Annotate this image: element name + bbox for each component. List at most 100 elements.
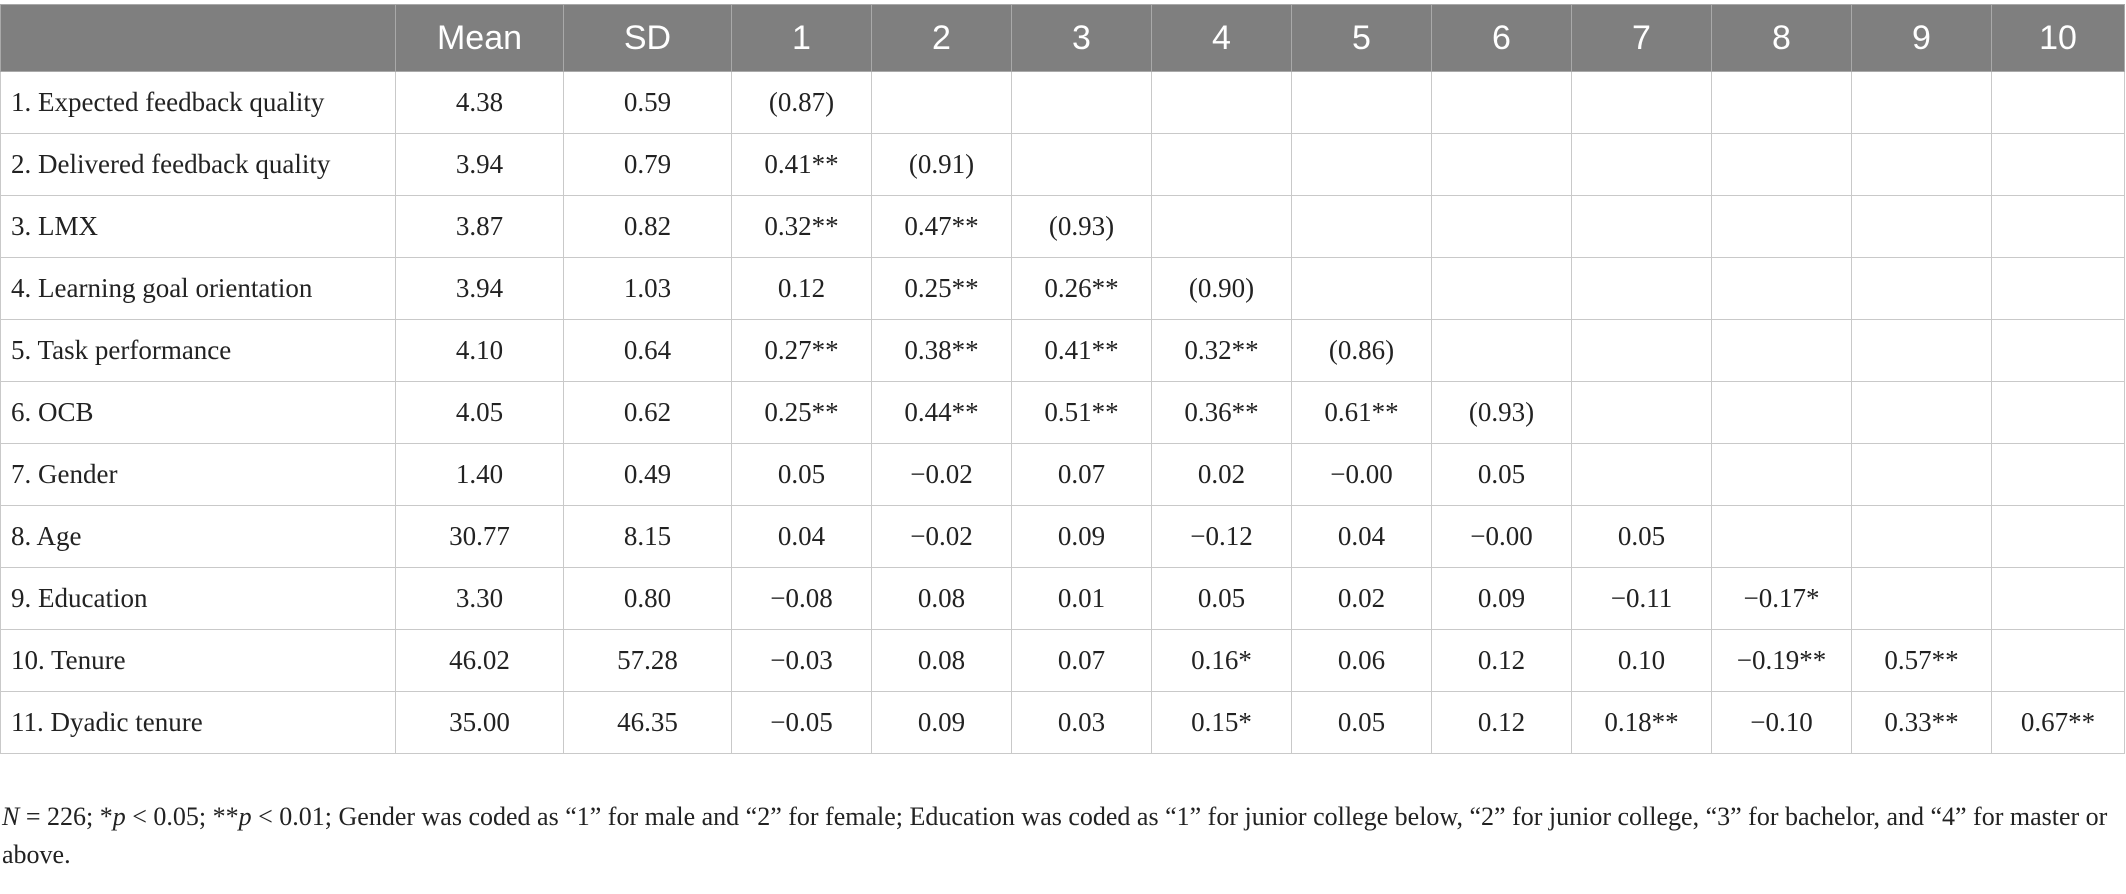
sd-cell: 46.35 — [563, 691, 732, 754]
table-row: 2. Delivered feedback quality 3.94 0.79 0.4… — [0, 133, 2125, 196]
mean-cell: 3.94 — [395, 133, 564, 196]
correlation-cell: 0.51** — [1011, 381, 1152, 444]
mean-cell: 46.02 — [395, 629, 564, 692]
correlation-cell: 0.47** — [871, 195, 1012, 258]
mean-cell: 30.77 — [395, 505, 564, 568]
correlation-cell: 0.61** — [1291, 381, 1432, 444]
header-7: 7 — [1571, 4, 1712, 72]
variable-name: 2. Delivered feedback quality — [0, 133, 396, 196]
correlation-cell — [1851, 319, 1992, 382]
sd-cell: 0.49 — [563, 443, 732, 506]
correlation-cell: 0.12 — [1431, 691, 1572, 754]
correlation-cell — [1851, 567, 1992, 630]
correlation-cell: 0.33** — [1851, 691, 1992, 754]
correlation-cell — [1291, 257, 1432, 320]
correlation-cell — [1571, 319, 1712, 382]
correlation-cell: −0.08 — [731, 567, 872, 630]
correlation-cell — [1431, 133, 1572, 196]
table-row: 8. Age 30.77 8.15 0.04 −0.02 0.09 −0.12 0.04 −0.… — [0, 505, 2125, 568]
correlation-cell: −0.10 — [1711, 691, 1852, 754]
correlation-cell: −0.17* — [1711, 567, 1852, 630]
correlation-cell: 0.06 — [1291, 629, 1432, 692]
mean-cell: 35.00 — [395, 691, 564, 754]
p-label-2: p — [238, 802, 252, 831]
correlation-cell: −0.11 — [1571, 567, 1712, 630]
correlation-cell: 0.03 — [1011, 691, 1152, 754]
table-body: 1. Expected feedback quality 4.38 0.59 (0.8… — [0, 71, 2125, 754]
correlation-cell: 0.38** — [871, 319, 1012, 382]
correlation-cell: (0.86) — [1291, 319, 1432, 382]
table-row: 5. Task performance 4.10 0.64 0.27** 0.38** 0… — [0, 319, 2125, 382]
correlation-cell: 0.04 — [731, 505, 872, 568]
sd-cell: 0.82 — [563, 195, 732, 258]
header-1: 1 — [731, 4, 872, 72]
p-label-1: p — [112, 802, 126, 831]
correlation-cell — [1011, 133, 1152, 196]
correlation-cell: −0.02 — [871, 505, 1012, 568]
variable-name: 10. Tenure — [0, 629, 396, 692]
correlation-cell — [1291, 195, 1432, 258]
correlation-cell — [1991, 319, 2125, 382]
correlation-cell — [1571, 133, 1712, 196]
correlation-cell: 0.08 — [871, 567, 1012, 630]
correlation-cell: 0.05 — [1431, 443, 1572, 506]
sd-cell: 0.64 — [563, 319, 732, 382]
table-row: 6. OCB 4.05 0.62 0.25** 0.44** 0.51** 0.36** 0.… — [0, 381, 2125, 444]
header-5: 5 — [1291, 4, 1432, 72]
correlation-cell: 0.27** — [731, 319, 872, 382]
variable-name: 4. Learning goal orientation — [0, 257, 396, 320]
mean-cell: 4.38 — [395, 71, 564, 134]
coding-note: < 0.01; Gender was coded as “1” for male… — [2, 802, 2108, 869]
sd-cell: 0.62 — [563, 381, 732, 444]
mean-cell: 1.40 — [395, 443, 564, 506]
correlation-cell: (0.87) — [731, 71, 872, 134]
header-9: 9 — [1851, 4, 1992, 72]
header-variable — [0, 4, 396, 72]
sd-cell: 0.59 — [563, 71, 732, 134]
correlation-cell: 0.09 — [1431, 567, 1572, 630]
correlation-cell — [1991, 505, 2125, 568]
correlation-cell — [1571, 71, 1712, 134]
correlation-cell — [1711, 505, 1852, 568]
p-threshold-1: < 0.05; ** — [125, 802, 239, 831]
correlation-cell: 0.09 — [1011, 505, 1152, 568]
correlation-cell: 0.12 — [1431, 629, 1572, 692]
correlation-cell: 0.07 — [1011, 443, 1152, 506]
mean-cell: 3.30 — [395, 567, 564, 630]
correlation-cell: −0.05 — [731, 691, 872, 754]
correlation-cell — [1991, 195, 2125, 258]
correlation-cell — [1711, 319, 1852, 382]
correlation-cell: −0.02 — [871, 443, 1012, 506]
table-row: 1. Expected feedback quality 4.38 0.59 (0.8… — [0, 71, 2125, 134]
correlation-cell — [1991, 257, 2125, 320]
n-value: = 226; * — [19, 802, 113, 831]
correlation-cell: 0.04 — [1291, 505, 1432, 568]
correlation-cell: 0.32** — [731, 195, 872, 258]
correlation-cell — [1851, 505, 1992, 568]
correlation-cell: 0.12 — [731, 257, 872, 320]
correlation-cell — [1991, 443, 2125, 506]
correlation-cell: 0.05 — [1571, 505, 1712, 568]
variable-name: 5. Task performance — [0, 319, 396, 382]
correlation-cell: 0.44** — [871, 381, 1012, 444]
correlation-cell — [871, 71, 1012, 134]
correlation-cell: (0.93) — [1011, 195, 1152, 258]
correlation-cell — [1851, 133, 1992, 196]
mean-cell: 4.05 — [395, 381, 564, 444]
header-mean: Mean — [395, 4, 564, 72]
correlation-cell — [1571, 195, 1712, 258]
sd-cell: 8.15 — [563, 505, 732, 568]
correlation-cell — [1851, 195, 1992, 258]
correlation-cell — [1711, 133, 1852, 196]
correlation-cell — [1151, 71, 1292, 134]
correlation-cell — [1991, 133, 2125, 196]
sd-cell: 1.03 — [563, 257, 732, 320]
correlation-cell: 0.07 — [1011, 629, 1152, 692]
correlation-cell: 0.16* — [1151, 629, 1292, 692]
table-row: 9. Education 3.30 0.80 −0.08 0.08 0.01 0.05 0.0… — [0, 567, 2125, 630]
correlation-cell: 0.05 — [731, 443, 872, 506]
correlation-cell: (0.93) — [1431, 381, 1572, 444]
correlation-cell: 0.36** — [1151, 381, 1292, 444]
variable-name: 6. OCB — [0, 381, 396, 444]
correlation-cell: 0.10 — [1571, 629, 1712, 692]
